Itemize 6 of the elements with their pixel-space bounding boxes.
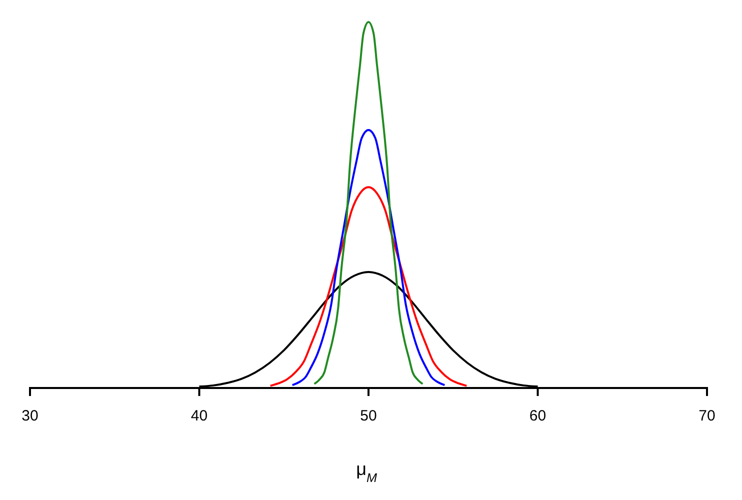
x-tick-label: 70 bbox=[698, 408, 716, 425]
x-axis-title: μ$_{M}$ bbox=[356, 459, 378, 485]
x-tick-label: 40 bbox=[190, 408, 208, 425]
x-tick-label: 50 bbox=[360, 408, 377, 425]
x-tick-label: 30 bbox=[22, 408, 38, 425]
x-tick-label: 60 bbox=[529, 408, 546, 425]
